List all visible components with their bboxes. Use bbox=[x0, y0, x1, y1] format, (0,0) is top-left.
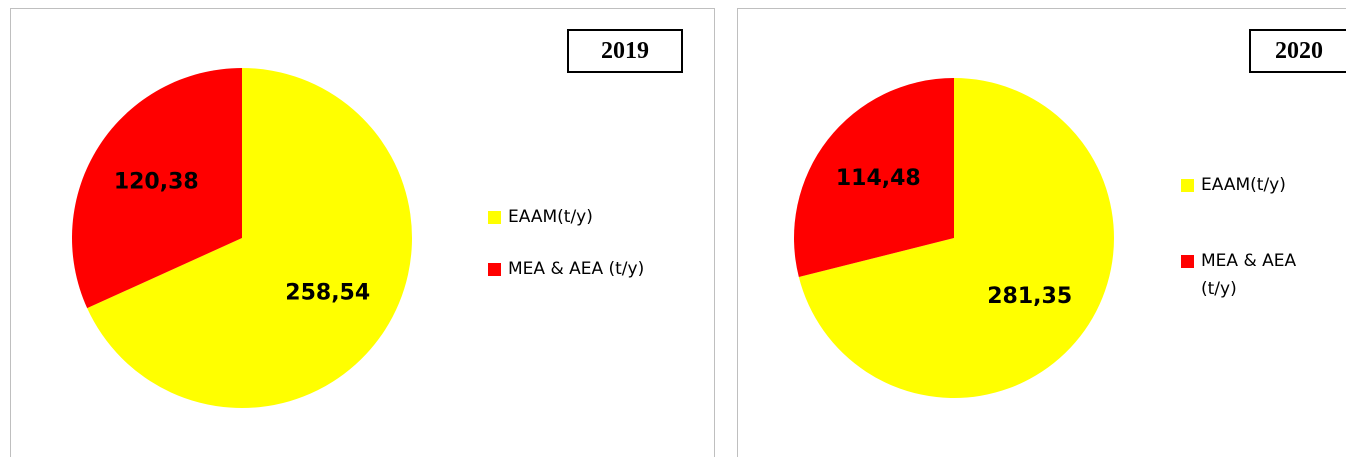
pie-slice bbox=[87, 68, 413, 409]
data-label: 114,48 bbox=[836, 166, 921, 191]
chart-panel: 281,35 114,48 EAAM(t/y) MEA & AEA (t/y) 2020 bbox=[737, 8, 1346, 457]
data-label: 120,38 bbox=[114, 170, 199, 195]
legend-item: EAAM(t/y) bbox=[488, 203, 708, 231]
pie-slice bbox=[71, 68, 243, 309]
pie-slice bbox=[798, 78, 1114, 398]
legend-swatch bbox=[1181, 179, 1194, 192]
pie-slice bbox=[794, 78, 954, 278]
chart-panel: 258,54 120,38 EAAM(t/y) MEA & AEA (t/y) 2019 bbox=[10, 8, 715, 457]
legend: EAAM(t/y) MEA & AEA (t/y) bbox=[1181, 171, 1331, 303]
legend-item: EAAM(t/y) bbox=[1181, 171, 1331, 199]
legend-item: MEA & AEA (t/y) bbox=[1181, 247, 1331, 303]
legend-label: EAAM(t/y) bbox=[1201, 175, 1286, 195]
data-label: 281,35 bbox=[987, 284, 1072, 309]
pie-chart: 281,35 114,48 bbox=[794, 78, 1114, 398]
pie-chart: 258,54 120,38 bbox=[71, 68, 413, 409]
legend-label: MEA & AEA (t/y) bbox=[1201, 251, 1297, 299]
legend-label: EAAM(t/y) bbox=[508, 207, 593, 227]
legend-item: MEA & AEA (t/y) bbox=[488, 255, 708, 283]
legend: EAAM(t/y) MEA & AEA (t/y) bbox=[488, 203, 708, 283]
legend-label: MEA & AEA (t/y) bbox=[508, 259, 645, 279]
legend-swatch bbox=[488, 263, 501, 276]
data-label: 258,54 bbox=[285, 280, 370, 305]
chart-title: 2019 bbox=[567, 29, 683, 73]
chart-title: 2020 bbox=[1249, 29, 1346, 73]
legend-swatch bbox=[488, 211, 501, 224]
legend-swatch bbox=[1181, 255, 1194, 268]
